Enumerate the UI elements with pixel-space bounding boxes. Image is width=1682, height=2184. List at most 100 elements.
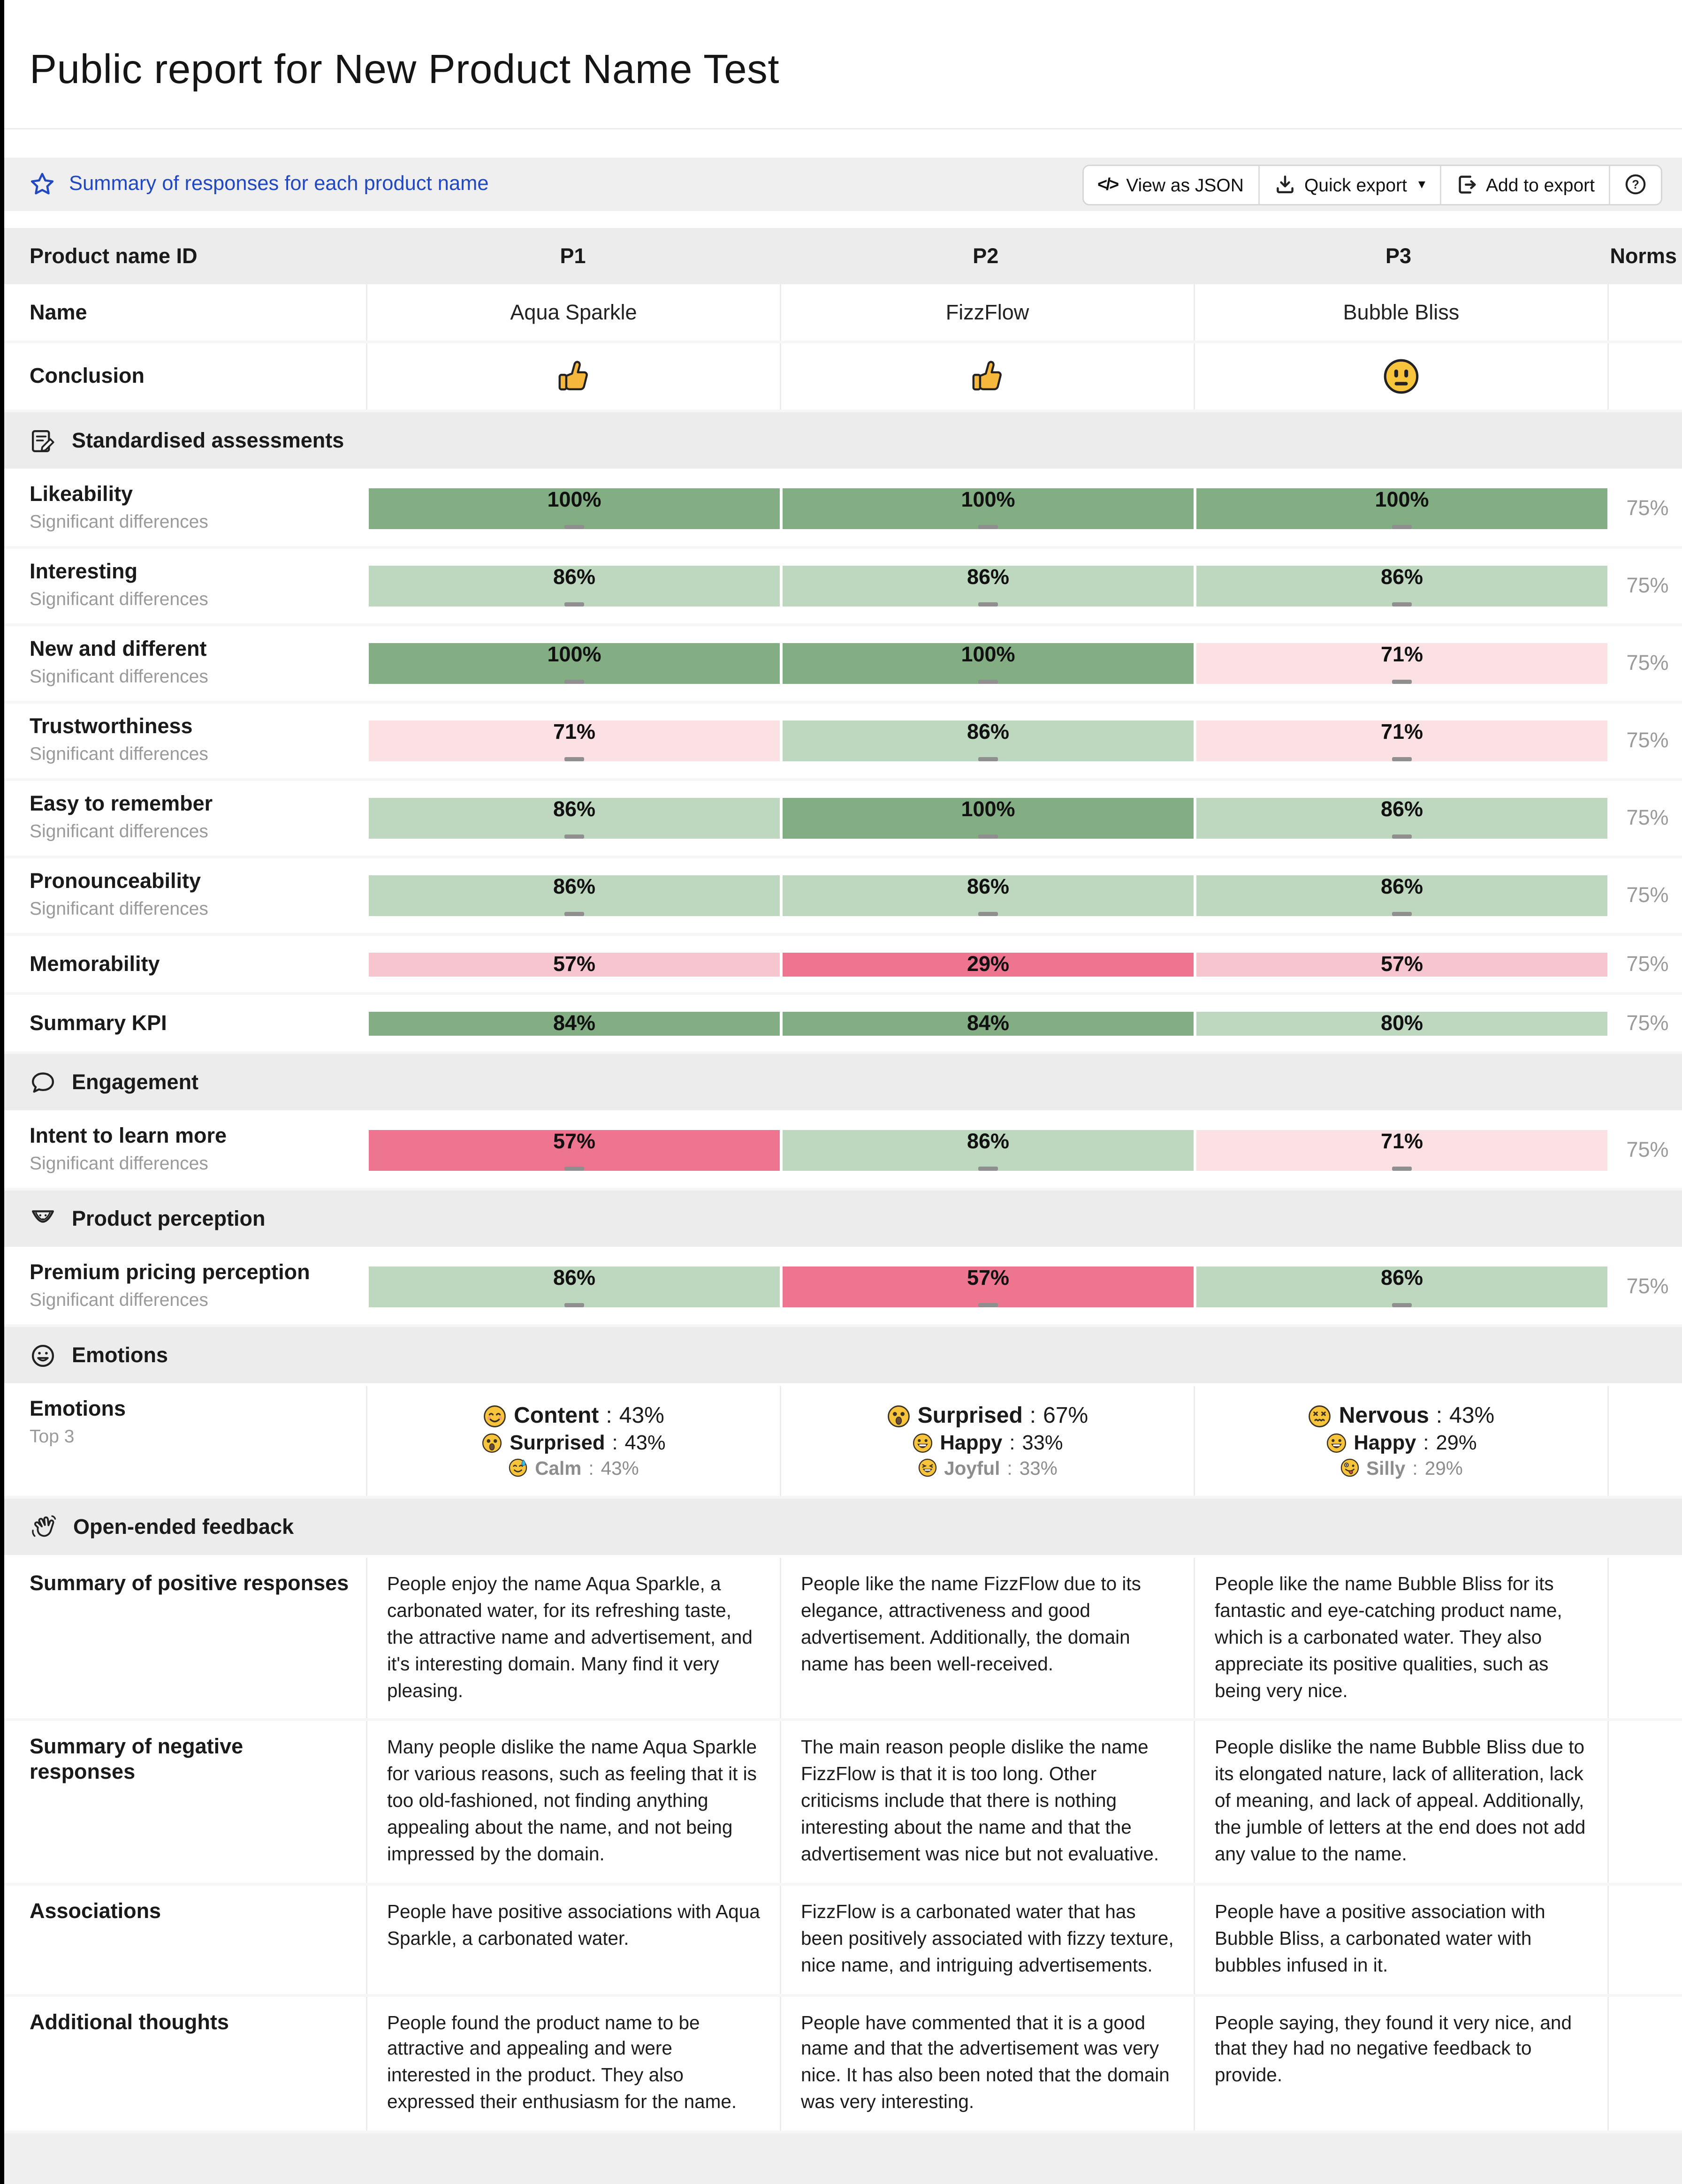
stat-dash bbox=[564, 602, 584, 607]
toolbar: </> View as JSON Quick export ▾ Add to e… bbox=[1082, 164, 1662, 205]
header-norms: Norms bbox=[1610, 244, 1677, 268]
thumbs-up-icon bbox=[968, 357, 1006, 395]
stat-dash bbox=[1392, 912, 1412, 916]
negative-text-p1: Many people dislike the name Aqua Sparkl… bbox=[367, 1721, 781, 1883]
stat-dash bbox=[1392, 602, 1412, 607]
stat-dash bbox=[978, 602, 998, 607]
stat-dash bbox=[1392, 834, 1412, 839]
happy-face-icon bbox=[1325, 1433, 1347, 1454]
negative-text-p2: The main reason people dislike the name … bbox=[781, 1721, 1195, 1883]
table-row-trustworthiness: Trustworthiness Significant differences 7… bbox=[4, 704, 1682, 781]
stat-dash bbox=[1392, 525, 1412, 529]
speech-bubble-icon bbox=[30, 1069, 56, 1096]
norms-value: 75% bbox=[1626, 574, 1669, 598]
header-product-name-id: Product name ID bbox=[30, 244, 198, 268]
stat-dash bbox=[564, 1303, 584, 1307]
norms-value: 75% bbox=[1626, 729, 1669, 753]
associations-text-p3: People have a positive association with … bbox=[1195, 1885, 1609, 1994]
silly-face-icon bbox=[1340, 1458, 1359, 1478]
section-standardised-assessments: Standardised assessments bbox=[4, 412, 1682, 471]
thumbs-up-icon bbox=[555, 357, 593, 395]
table-row-intent-to-learn-more: Intent to learn more Significant differen… bbox=[4, 1113, 1682, 1191]
svg-text:?: ? bbox=[1632, 178, 1639, 191]
header-p1: P1 bbox=[560, 244, 586, 268]
table-row-pronounceability: Pronounceability Significant differences … bbox=[4, 858, 1682, 936]
star-icon[interactable] bbox=[30, 172, 55, 197]
stat-dash bbox=[978, 1167, 998, 1171]
page-title: Public report for New Product Name Test bbox=[30, 48, 780, 93]
norms-value: 75% bbox=[1626, 884, 1669, 908]
help-button[interactable]: ? bbox=[1609, 165, 1661, 204]
stat-dash bbox=[1392, 680, 1412, 684]
watermelon-icon bbox=[30, 1206, 56, 1232]
section-emotions: Emotions bbox=[4, 1327, 1682, 1386]
stat-dash bbox=[1392, 1167, 1412, 1171]
table-row-summary-negative: Summary of negative responses Many peopl… bbox=[4, 1721, 1682, 1886]
stat-dash bbox=[564, 680, 584, 684]
table-row-interesting: Interesting Significant differences 86% 8… bbox=[4, 549, 1682, 626]
additional-text-p2: People have commented that it is a good … bbox=[781, 1996, 1195, 2131]
associations-text-p2: FizzFlow is a carbonated water that has … bbox=[781, 1885, 1195, 1994]
norms-value: 75% bbox=[1626, 952, 1669, 976]
table-row-summary-positive: Summary of positive responses People enj… bbox=[4, 1558, 1682, 1722]
emotions-row: Emotions Top 3 Content: 43% Surprised: 43… bbox=[4, 1386, 1682, 1499]
stat-dash bbox=[564, 834, 584, 839]
header-p3: P3 bbox=[1385, 244, 1412, 268]
chevron-down-icon: ▾ bbox=[1418, 176, 1426, 192]
code-icon: </> bbox=[1097, 174, 1119, 194]
norms-value: 75% bbox=[1626, 497, 1669, 521]
norms-value: 75% bbox=[1626, 1138, 1669, 1162]
quick-export-button[interactable]: Quick export ▾ bbox=[1257, 165, 1440, 204]
help-icon: ? bbox=[1625, 174, 1646, 195]
table-row-associations: Associations People have positive associ… bbox=[4, 1885, 1682, 1996]
positive-text-p2: People like the name FizzFlow due to its… bbox=[781, 1558, 1195, 1719]
stat-dash bbox=[564, 912, 584, 916]
name-row: Name Aqua Sparkle FizzFlow Bubble Bliss bbox=[4, 284, 1682, 343]
table-row-memorability: Memorability 57% 29% 57% 75% bbox=[4, 936, 1682, 995]
calm-face-icon bbox=[508, 1458, 528, 1478]
stat-dash bbox=[1392, 1303, 1412, 1307]
surprised-face-icon bbox=[887, 1404, 911, 1428]
positive-text-p3: People like the name Bubble Bliss for it… bbox=[1195, 1558, 1609, 1719]
memo-icon bbox=[30, 427, 56, 454]
additional-text-p1: People found the product name to be attr… bbox=[367, 1996, 781, 2131]
footer-band bbox=[4, 2133, 1682, 2184]
table-row-easy-to-remember: Easy to remember Significant differences … bbox=[4, 781, 1682, 858]
waving-hand-icon bbox=[31, 1515, 56, 1537]
row-label-name: Name bbox=[30, 300, 87, 325]
stat-dash bbox=[978, 834, 998, 839]
stat-dash bbox=[978, 912, 998, 916]
table-row-summary-kpi: Summary KPI 84% 84% 80% 75% bbox=[4, 995, 1682, 1054]
stat-dash bbox=[564, 757, 584, 761]
row-label-conclusion: Conclusion bbox=[30, 364, 145, 388]
table-row-premium-pricing-perception: Premium pricing perception Significant di… bbox=[4, 1250, 1682, 1327]
product-name-p1: Aqua Sparkle bbox=[510, 300, 637, 325]
associations-text-p1: People have positive associations with A… bbox=[367, 1885, 781, 1994]
summary-toolbar-band: Summary of responses for each product na… bbox=[4, 158, 1682, 211]
add-to-export-button[interactable]: Add to export bbox=[1439, 165, 1609, 204]
negative-text-p3: People dislike the name Bubble Bliss due… bbox=[1195, 1721, 1609, 1883]
content-face-icon bbox=[483, 1404, 507, 1428]
smiley-outline-icon bbox=[30, 1342, 56, 1369]
stat-dash bbox=[1392, 757, 1412, 761]
joyful-face-icon bbox=[917, 1458, 937, 1478]
export-icon bbox=[1455, 173, 1477, 196]
section-open-ended-feedback: Open-ended feedback bbox=[4, 1499, 1682, 1558]
neutral-face-icon bbox=[1382, 357, 1420, 395]
norms-value: 75% bbox=[1626, 1275, 1669, 1299]
norms-value: 75% bbox=[1626, 806, 1669, 830]
norms-value: 75% bbox=[1626, 652, 1669, 675]
stat-dash bbox=[978, 525, 998, 529]
table-row-likeability: Likeability Significant differences 100% … bbox=[4, 471, 1682, 549]
product-name-p2: FizzFlow bbox=[945, 300, 1029, 325]
conclusion-row: Conclusion bbox=[4, 343, 1682, 412]
view-as-json-button[interactable]: </> View as JSON bbox=[1083, 165, 1258, 204]
stat-dash bbox=[978, 1303, 998, 1307]
summary-link[interactable]: Summary of responses for each product na… bbox=[69, 173, 489, 196]
product-name-p3: Bubble Bliss bbox=[1343, 300, 1460, 325]
stat-dash bbox=[978, 757, 998, 761]
table-row-new-and-different: New and different Significant differences… bbox=[4, 626, 1682, 704]
table-row-additional-thoughts: Additional thoughts People found the pro… bbox=[4, 1996, 1682, 2134]
norms-value: 75% bbox=[1626, 1011, 1669, 1035]
